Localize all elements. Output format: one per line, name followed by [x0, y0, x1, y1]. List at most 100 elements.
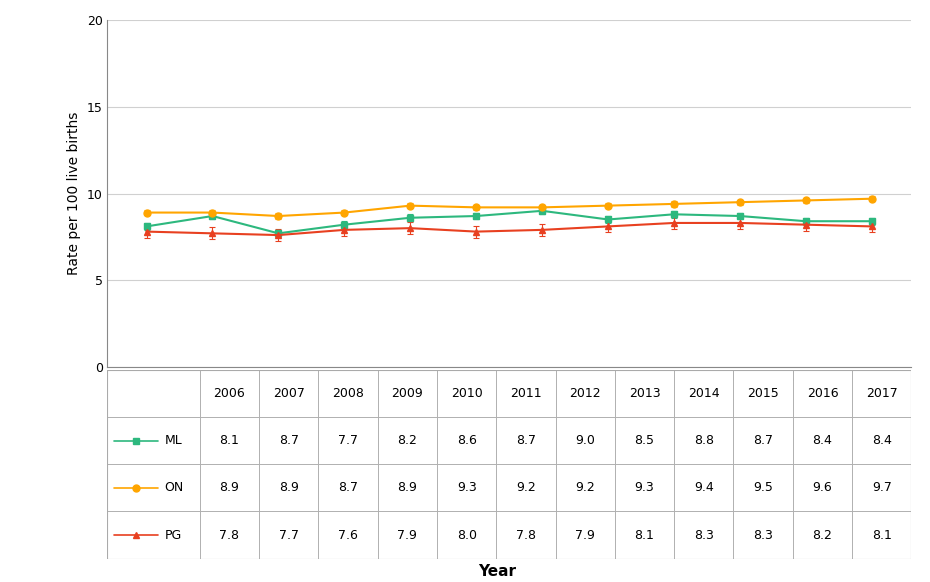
Bar — [378, 417, 437, 464]
Text: 7.9: 7.9 — [576, 528, 595, 542]
Text: 7.7: 7.7 — [279, 528, 299, 542]
Bar — [437, 464, 497, 512]
Text: 7.7: 7.7 — [338, 434, 358, 447]
Text: 2007: 2007 — [272, 386, 305, 400]
Bar — [615, 370, 674, 417]
Bar — [615, 464, 674, 512]
Text: ON: ON — [165, 481, 184, 494]
Text: 8.1: 8.1 — [219, 434, 239, 447]
Text: 9.2: 9.2 — [576, 481, 595, 494]
Bar — [259, 512, 318, 559]
Text: 9.4: 9.4 — [694, 481, 713, 494]
Text: 9.6: 9.6 — [813, 481, 832, 494]
Text: 2017: 2017 — [866, 386, 897, 400]
Text: 8.9: 8.9 — [397, 481, 418, 494]
Bar — [497, 370, 555, 417]
Text: 8.8: 8.8 — [694, 434, 714, 447]
Text: 8.7: 8.7 — [753, 434, 773, 447]
Bar — [674, 464, 734, 512]
Text: 2014: 2014 — [688, 386, 720, 400]
Bar — [497, 512, 555, 559]
Text: 2016: 2016 — [806, 386, 838, 400]
Bar — [555, 464, 615, 512]
Text: 8.6: 8.6 — [457, 434, 476, 447]
Bar — [107, 417, 200, 464]
Bar — [555, 512, 615, 559]
Bar — [852, 464, 911, 512]
Bar — [674, 370, 734, 417]
Text: 8.7: 8.7 — [338, 481, 358, 494]
Bar — [107, 512, 200, 559]
Text: 8.2: 8.2 — [397, 434, 418, 447]
Text: ML: ML — [165, 434, 182, 447]
Text: 8.4: 8.4 — [871, 434, 892, 447]
Bar — [318, 512, 378, 559]
Bar — [734, 417, 792, 464]
Bar — [200, 512, 259, 559]
Text: 8.0: 8.0 — [457, 528, 477, 542]
Bar — [674, 512, 734, 559]
Text: 2008: 2008 — [332, 386, 364, 400]
Text: 8.1: 8.1 — [871, 528, 892, 542]
Text: 9.5: 9.5 — [753, 481, 773, 494]
Bar — [200, 464, 259, 512]
Bar — [107, 464, 200, 512]
Text: 7.6: 7.6 — [339, 528, 358, 542]
Text: 2013: 2013 — [629, 386, 660, 400]
Bar — [852, 370, 911, 417]
Bar — [378, 370, 437, 417]
Text: 8.3: 8.3 — [694, 528, 714, 542]
Bar — [615, 512, 674, 559]
Bar — [734, 512, 792, 559]
Bar — [437, 512, 497, 559]
Text: 8.7: 8.7 — [516, 434, 536, 447]
Bar — [259, 417, 318, 464]
Text: 8.2: 8.2 — [813, 528, 832, 542]
Bar — [318, 370, 378, 417]
Bar — [792, 370, 852, 417]
Bar — [792, 512, 852, 559]
Text: 2015: 2015 — [748, 386, 779, 400]
Bar — [555, 370, 615, 417]
Text: 8.1: 8.1 — [634, 528, 655, 542]
Text: 2006: 2006 — [214, 386, 246, 400]
Text: 9.7: 9.7 — [871, 481, 892, 494]
Text: 8.9: 8.9 — [279, 481, 299, 494]
Bar — [734, 370, 792, 417]
Bar — [615, 417, 674, 464]
Text: 8.7: 8.7 — [279, 434, 299, 447]
Bar — [555, 417, 615, 464]
Text: 8.4: 8.4 — [813, 434, 832, 447]
Text: 9.0: 9.0 — [576, 434, 595, 447]
Bar — [734, 464, 792, 512]
Bar — [259, 370, 318, 417]
Bar — [792, 464, 852, 512]
Text: 8.5: 8.5 — [634, 434, 655, 447]
Text: Year: Year — [479, 564, 516, 579]
Bar — [318, 417, 378, 464]
Text: 2011: 2011 — [511, 386, 542, 400]
Text: 9.3: 9.3 — [634, 481, 655, 494]
Bar — [378, 464, 437, 512]
Bar — [674, 417, 734, 464]
Bar — [200, 417, 259, 464]
Bar — [852, 512, 911, 559]
Bar — [378, 512, 437, 559]
Bar — [437, 370, 497, 417]
Text: 8.9: 8.9 — [219, 481, 239, 494]
Bar — [792, 417, 852, 464]
Bar — [852, 417, 911, 464]
Y-axis label: Rate per 100 live births: Rate per 100 live births — [67, 112, 81, 275]
Text: 2012: 2012 — [569, 386, 601, 400]
Text: 7.8: 7.8 — [516, 528, 536, 542]
Text: 2010: 2010 — [451, 386, 483, 400]
Text: 8.3: 8.3 — [753, 528, 773, 542]
Bar — [437, 417, 497, 464]
Bar — [318, 464, 378, 512]
Text: 2009: 2009 — [392, 386, 423, 400]
Text: PG: PG — [165, 528, 181, 542]
Bar — [497, 464, 555, 512]
Text: 7.8: 7.8 — [219, 528, 239, 542]
Text: 9.2: 9.2 — [516, 481, 536, 494]
Bar — [200, 370, 259, 417]
